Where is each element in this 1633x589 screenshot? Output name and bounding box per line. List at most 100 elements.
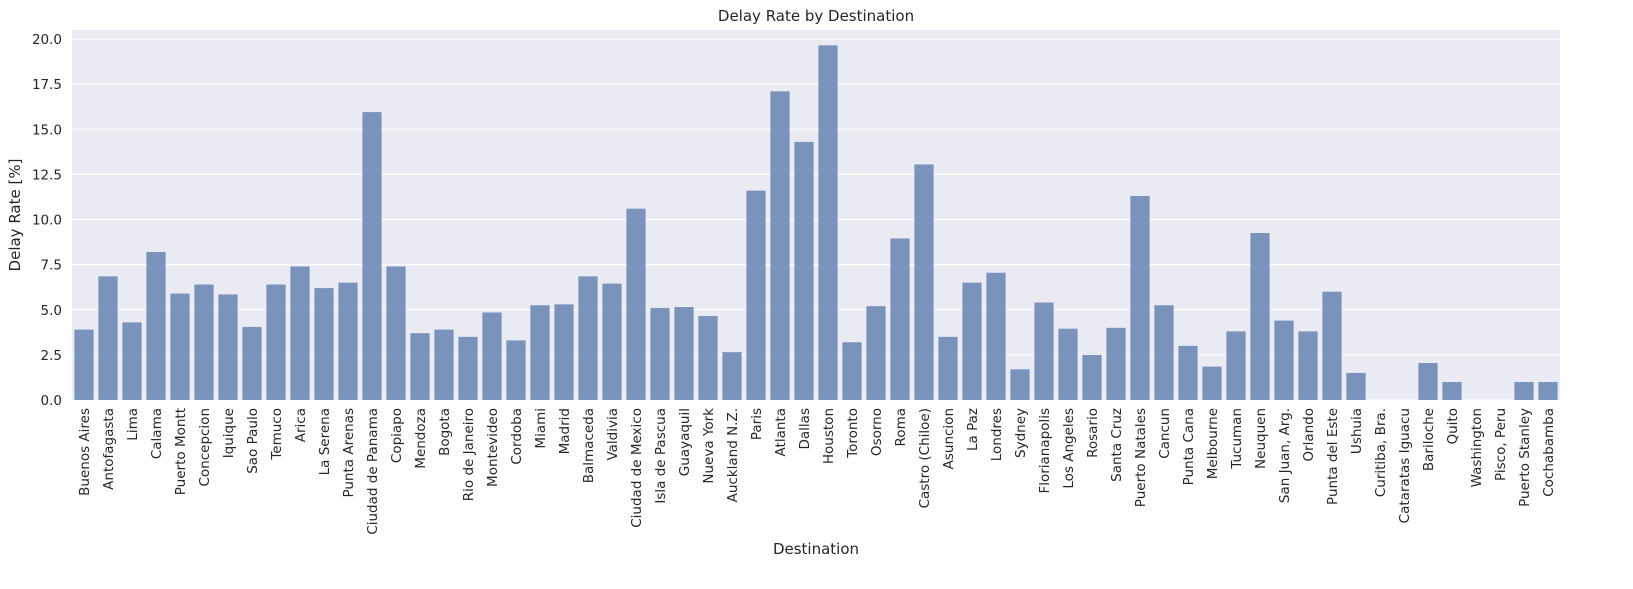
x-tick-label: Puerto Natales [1133,408,1149,507]
x-tick-label: Dallas [797,408,813,449]
x-tick-label: Cordoba [509,408,525,465]
x-tick-label: La Paz [965,408,981,451]
y-axis-label: Delay Rate [%] [6,159,24,272]
y-tick-label: 5.0 [41,303,62,319]
bar-melbourne [1202,366,1222,400]
x-tick-label: Montevideo [485,408,501,487]
x-tick-label: Lima [125,408,141,441]
chart-title: Delay Rate by Destination [718,7,914,25]
x-tick-label: Los Angeles [1061,408,1077,489]
x-tick-label: La Serena [317,408,333,475]
bar-dallas [794,141,814,400]
bar-copiapo [386,266,406,400]
bar-arica [290,266,310,400]
x-tick-label: San Juan, Arg. [1277,408,1293,503]
bar-miami [530,305,550,400]
bar-cancun [1154,305,1174,400]
bar-ciudad-de-mexico [626,208,646,400]
bar-ciudad-de-panama [362,112,382,400]
x-tick-label: Mendoza [413,408,429,469]
x-tick-label: Paris [749,408,765,440]
x-tick-label: Buenos Aires [77,408,93,496]
y-tick-label: 0.0 [41,393,62,409]
x-tick-label: Bogota [437,408,453,456]
bar-santa-cruz [1106,327,1126,400]
bar-quito [1442,381,1462,400]
bar-tucuman [1226,331,1246,400]
x-tick-label: Cancun [1157,408,1173,459]
bar-bogota [434,329,454,400]
bar-calama [146,252,166,400]
bar-rosario [1082,354,1102,400]
x-tick-label: Houston [821,408,837,464]
x-tick-label: Ushuia [1349,408,1365,454]
x-tick-label: Antofagasta [101,408,117,490]
x-tick-label: Rio de Janeiro [461,408,477,501]
bar-sydney [1010,369,1030,400]
bar-roma [890,238,910,400]
bar-la-serena [314,288,334,400]
bar-cordoba [506,340,526,400]
x-tick-label: Punta Cana [1181,408,1197,485]
x-tick-label: Concepcion [197,408,213,487]
bar-punta-arenas [338,282,358,400]
bar-puerto-montt [170,293,190,400]
bar-los-angeles [1058,328,1078,400]
x-tick-label: Balmaceda [581,408,597,483]
x-tick-label: Osorno [869,408,885,456]
x-tick-label: Orlando [1301,408,1317,462]
x-tick-labels: Buenos Aires Antofagasta Lima Calama Puerto … [77,408,1557,535]
bar-isla-de-pascua [650,307,670,400]
bar-londres [986,272,1006,400]
bar-castro-chiloe [914,164,934,400]
y-tick-label: 10.0 [32,213,62,229]
y-tick-labels: 0.0 2.5 5.0 7.5 10.0 12.5 15.0 17.5 20.0 [32,32,62,409]
bar-cochabamba [1538,381,1558,400]
x-tick-label: Punta del Este [1325,408,1341,505]
x-tick-label: Ciudad de Mexico [629,408,645,528]
y-tick-label: 15.0 [32,122,62,138]
bar-lima [122,322,142,400]
bar-balmaceda [578,276,598,400]
y-tick-label: 2.5 [41,348,62,364]
x-tick-label: Madrid [557,408,573,454]
bar-ushuia [1346,372,1366,400]
bar-neuquen [1250,233,1270,400]
bar-sao-paulo [242,326,262,400]
bar-osorno [866,306,886,400]
x-tick-label: Atlanta [773,408,789,456]
x-tick-label: Auckland N.Z. [725,408,741,502]
bar-iquique [218,294,238,400]
bar-orlando [1298,331,1318,400]
x-tick-label: Valdivia [605,408,621,461]
x-tick-label: Asuncion [941,408,957,469]
bar-auckland-n-z [722,352,742,400]
bar-temuco [266,284,286,400]
x-tick-label: Puerto Stanley [1517,408,1533,507]
bar-antofagasta [98,276,118,400]
bar-bariloche [1418,363,1438,400]
bar-punta-cana [1178,345,1198,400]
x-tick-label: Pisco, Peru [1493,408,1509,481]
x-tick-label: Castro (Chiloe) [917,408,933,508]
x-tick-label: Cochabamba [1541,408,1557,497]
x-tick-label: Puerto Montt [173,408,189,495]
x-tick-label: Isla de Pascua [653,408,669,504]
bar-punta-del-este [1322,291,1342,400]
y-tick-label: 17.5 [32,77,62,93]
x-tick-label: Copiapo [389,408,405,463]
x-tick-label: Curitiba, Bra. [1373,408,1389,497]
x-tick-label: Calama [149,408,165,459]
x-tick-label: Sao Paulo [245,408,261,474]
bar-puerto-natales [1130,196,1150,400]
x-tick-label: Neuquen [1253,408,1269,469]
x-tick-label: Bariloche [1421,408,1437,471]
bar-paris [746,190,766,400]
x-tick-label: Guayaquil [677,408,693,476]
bar-houston [818,45,838,401]
bar-puerto-stanley [1514,381,1534,400]
bar-rio-de-janeiro [458,336,478,400]
bar-san-juan-arg [1274,320,1294,400]
x-tick-label: Miami [533,408,549,449]
x-tick-label: Melbourne [1205,408,1221,479]
